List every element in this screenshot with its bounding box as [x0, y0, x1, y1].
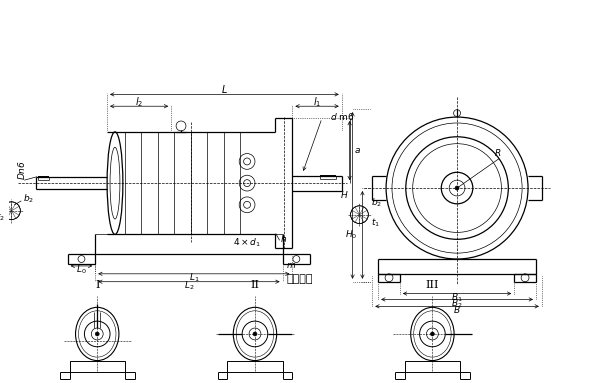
Text: H: H: [341, 191, 347, 200]
Text: $H_0$: $H_0$: [345, 229, 358, 241]
Bar: [70, 360, 125, 372]
Text: $b_2$: $b_2$: [23, 193, 34, 205]
Text: L: L: [222, 85, 227, 95]
Circle shape: [95, 332, 99, 336]
Text: a: a: [355, 146, 360, 155]
Text: $d$ m6: $d$ m6: [330, 111, 355, 121]
Text: B: B: [454, 306, 460, 315]
Text: $D$n6: $D$n6: [16, 160, 28, 180]
Bar: [227, 360, 283, 372]
Text: I: I: [95, 280, 100, 290]
Text: h: h: [281, 235, 286, 244]
Bar: [405, 360, 460, 372]
Text: $L_2$: $L_2$: [184, 279, 194, 292]
Text: $L_1$: $L_1$: [188, 272, 199, 284]
Text: $B_2$: $B_2$: [451, 297, 463, 309]
Circle shape: [253, 332, 257, 336]
Text: $B_1$: $B_1$: [451, 291, 463, 304]
Text: $b_2$: $b_2$: [371, 196, 382, 209]
Circle shape: [455, 186, 459, 190]
Text: $l_1$: $l_1$: [313, 95, 321, 109]
Circle shape: [430, 332, 434, 336]
Text: 装配型式: 装配型式: [286, 274, 313, 284]
Text: R: R: [494, 149, 501, 158]
Text: III: III: [425, 280, 439, 290]
Text: $4\times d_1$: $4\times d_1$: [233, 236, 261, 249]
Text: $t_2$: $t_2$: [0, 210, 5, 223]
Text: m: m: [287, 262, 295, 270]
Text: $l_2$: $l_2$: [134, 95, 143, 109]
Text: II: II: [250, 280, 259, 290]
Text: $t_1$: $t_1$: [371, 216, 380, 229]
Text: $L_0$: $L_0$: [76, 264, 87, 276]
